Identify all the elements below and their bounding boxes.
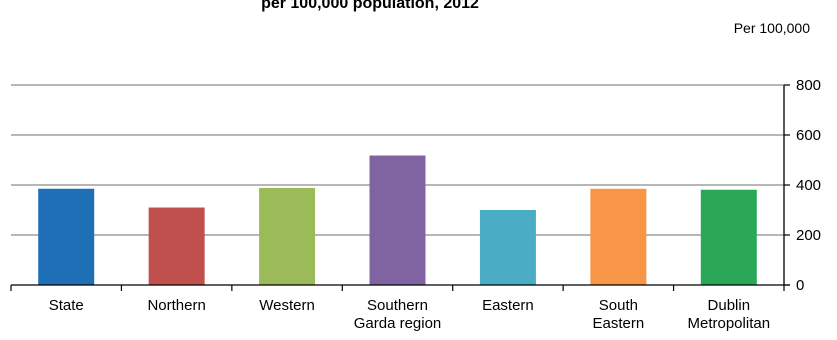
category-label: Northern xyxy=(147,297,205,314)
category-label-line: Western xyxy=(259,297,315,314)
y-tick-label: 200 xyxy=(796,227,821,244)
bar xyxy=(700,189,757,285)
y-tick-label: 0 xyxy=(796,277,804,294)
bar xyxy=(590,188,647,285)
bar xyxy=(479,210,536,285)
category-label: Eastern xyxy=(482,297,534,314)
category-label-line: Northern xyxy=(147,297,205,314)
category-label: State xyxy=(49,297,84,314)
x-axis-title: Garda region xyxy=(354,315,442,332)
bar xyxy=(369,155,426,285)
category-label: Dublin Metropolitan xyxy=(688,297,771,332)
bar xyxy=(38,188,95,285)
category-label-line: State xyxy=(49,297,84,314)
category-label-line: Dublin xyxy=(708,297,751,314)
y-tick-label: 600 xyxy=(796,127,821,144)
category-label-line: Southern xyxy=(367,297,428,314)
unit-label: Per 100,000 xyxy=(733,20,810,36)
bar xyxy=(148,207,205,285)
y-tick-label: 800 xyxy=(796,77,821,94)
category-label-line: Eastern xyxy=(593,315,645,332)
category-label-line: Metropolitan xyxy=(688,315,771,332)
category-label-line: Eastern xyxy=(482,297,534,314)
category-label-line: South xyxy=(599,297,638,314)
category-label: Southern xyxy=(367,297,428,314)
category-label: South Eastern xyxy=(593,297,645,332)
chart-title: per 100,000 population, 2012 xyxy=(261,0,479,12)
category-label: Western xyxy=(259,297,315,314)
bar xyxy=(259,188,316,285)
y-tick-label: 400 xyxy=(796,177,821,194)
